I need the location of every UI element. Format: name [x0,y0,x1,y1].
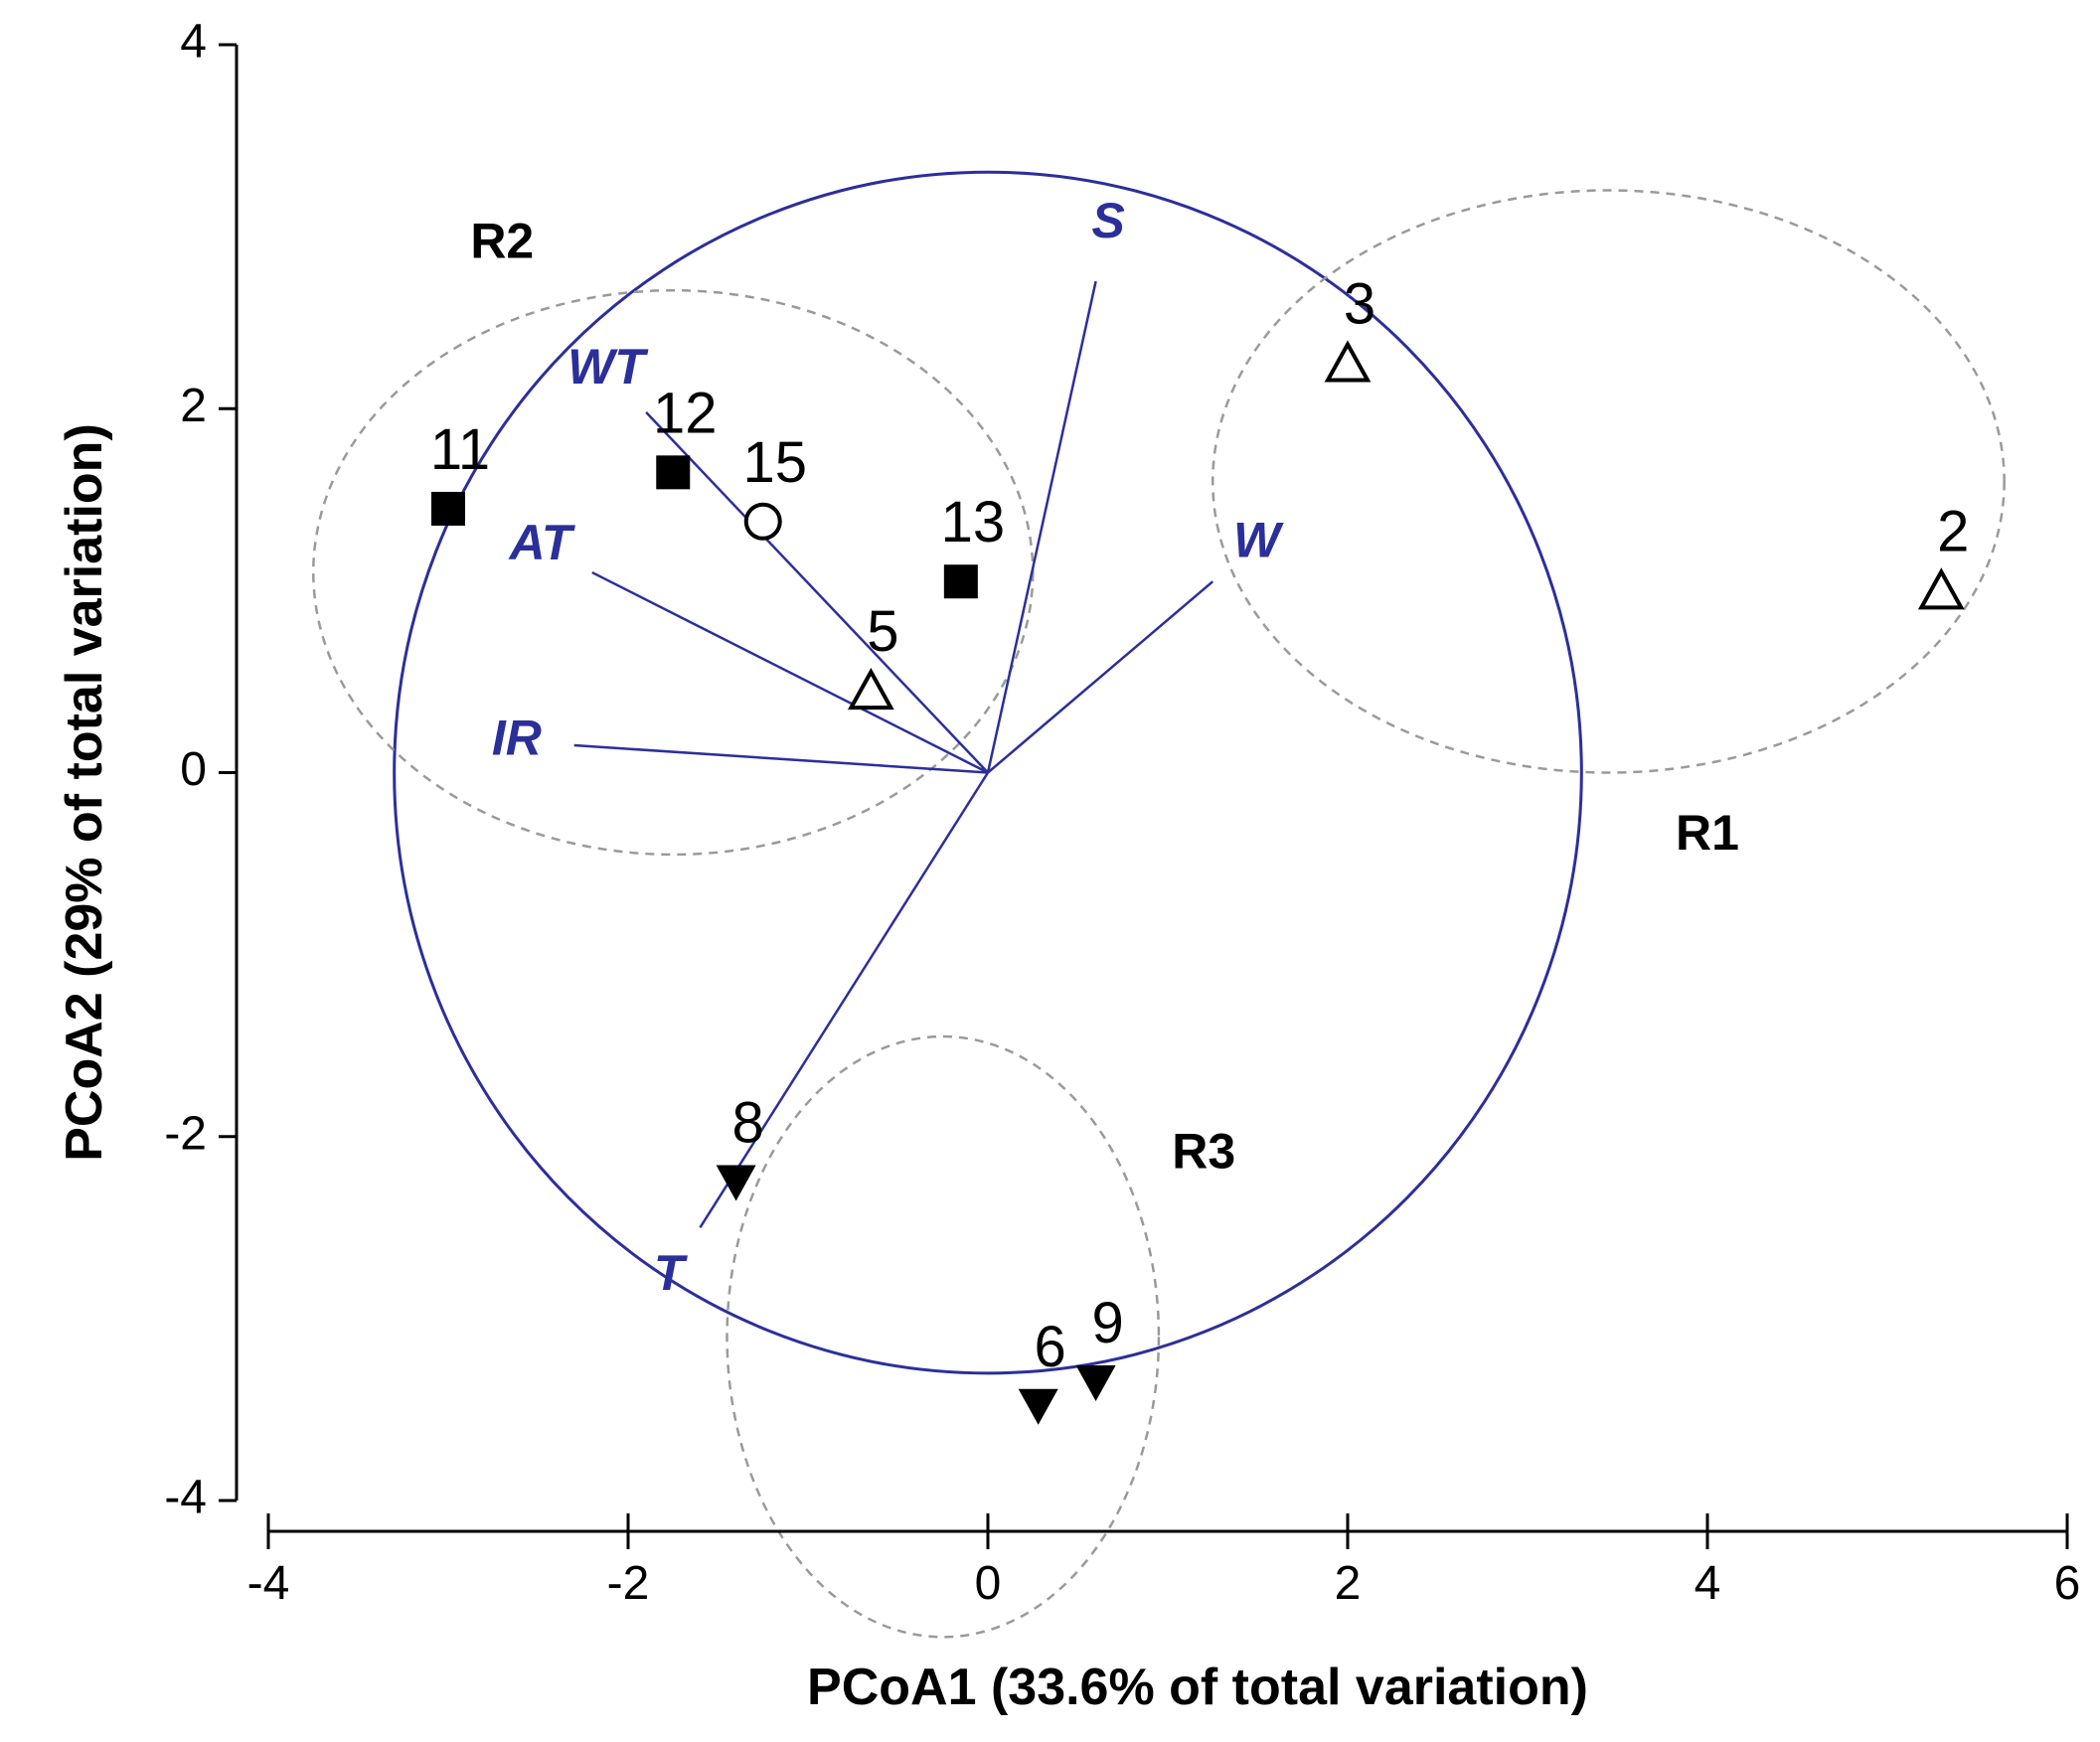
point-label-15: 15 [742,430,807,495]
point-label-2: 2 [1937,499,1969,563]
group-ellipse-r1 [1212,189,2006,774]
x-tick-label: 6 [2054,1557,2081,1610]
group-label-r2: R2 [470,214,534,269]
point-9 [1075,1364,1116,1401]
vector-at [591,570,989,774]
x-tick-label: 2 [1335,1557,1362,1610]
point-8 [716,1165,756,1201]
y-axis-title: PCoA2 (29% of total variation) [56,423,113,1162]
point-6 [1018,1388,1058,1425]
vector-ir [573,743,989,774]
vectors-layer [573,280,1214,1228]
points-layer [431,340,1965,1425]
y-tick-label: -4 [164,1472,207,1524]
group-label-r1: R1 [1676,805,1739,861]
point-label-12: 12 [653,381,718,445]
correlation-circle-layer [393,170,1583,1375]
vector-label-w: W [1233,513,1284,568]
group-ellipse-r3 [726,1034,1161,1639]
point-3 [1324,340,1372,383]
vector-s [986,280,1097,773]
point-label-8: 8 [731,1091,763,1156]
group-ellipses-layer [312,189,2006,1639]
point-13 [943,564,978,599]
correlation-circle [393,170,1583,1375]
point-12 [656,455,691,490]
vector-t [699,771,990,1228]
x-axis-title: PCoA1 (33.6% of total variation) [807,1659,1588,1716]
vector-wt [645,411,989,774]
axes-layer: -4 -2 0 2 4 -4 -2 0 2 4 6 PCoA1 (33.6% of total var… [56,16,2080,1716]
y-tick-label: 2 [180,380,207,432]
x-tick-label: 4 [1695,1557,1721,1610]
vector-label-at: AT [508,515,576,570]
point-label-6: 6 [1035,1315,1066,1379]
vector-label-t: T [654,1245,689,1301]
vector-label-wt: WT [567,339,649,395]
group-label-r3: R3 [1172,1123,1235,1179]
point-label-9: 9 [1091,1291,1123,1355]
vector-w [987,580,1214,774]
point-label-13: 13 [941,490,1006,554]
point-15 [743,502,782,541]
point-label-5: 5 [867,599,898,664]
x-tick-label: -4 [247,1557,290,1610]
y-tick-label: 0 [180,743,207,796]
point-11 [431,491,465,526]
point-label-11: 11 [430,417,490,482]
y-tick-label: -2 [164,1107,207,1160]
point-2 [1917,567,1965,610]
point-5 [847,667,894,711]
x-tick-label: 0 [975,1557,1002,1610]
vector-label-s: S [1091,193,1124,248]
point-label-3: 3 [1344,271,1375,336]
x-tick-label: -2 [607,1557,650,1610]
group-ellipse-r2 [312,288,1035,857]
y-tick-label: 4 [180,16,207,69]
vector-label-ir: IR [492,710,542,765]
